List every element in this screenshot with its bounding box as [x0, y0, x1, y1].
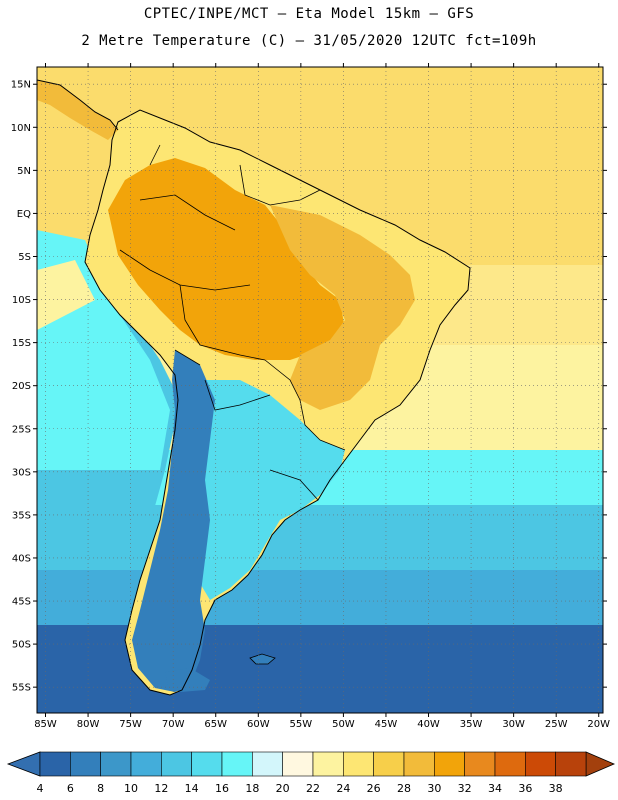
colorbar-swatch	[252, 751, 283, 777]
map-field	[37, 67, 603, 713]
colorbar-swatch	[161, 751, 192, 777]
colorbar-label: 38	[549, 782, 563, 795]
lon-label: 60W	[247, 719, 270, 730]
colorbar-label: 30	[427, 782, 441, 795]
lat-label: 20S	[12, 381, 31, 392]
ocean-pacific-subtropical	[37, 260, 95, 330]
lon-label: 40W	[417, 719, 440, 730]
colorbar-low-arrow	[6, 751, 41, 777]
longitude-axis: 85W 80W 75W 70W 65W 60W 55W 50W 45W 40W 35W 30W 25W 2…	[34, 63, 610, 730]
colorbar-swatch	[494, 751, 526, 777]
colorbar-label: 32	[458, 782, 472, 795]
lat-label: 35S	[12, 510, 31, 521]
lon-label: 20W	[587, 719, 610, 730]
colorbar-label: 12	[154, 782, 168, 795]
colorbar-swatch	[39, 751, 71, 777]
colorbar-label: 24	[336, 782, 350, 795]
colorbar-swatch	[555, 751, 587, 777]
land-east-mild	[405, 240, 470, 370]
land-brazil-warm	[270, 205, 415, 410]
lon-label: 35W	[460, 719, 483, 730]
latitude-axis: 15N 10N 5N EQ 5S 10S 15S 20S 25S 30S 35S 40S 45S 50S 5…	[11, 80, 607, 694]
lon-label: 65W	[204, 719, 227, 730]
country-borders	[119, 144, 346, 501]
land-central-america	[37, 80, 118, 140]
colorbar-high-arrow	[585, 751, 616, 777]
colorbar-swatch	[130, 751, 162, 777]
colorbar-swatch	[282, 751, 314, 777]
lon-label: 80W	[77, 719, 100, 730]
coastline	[84, 109, 471, 696]
lat-label: 10S	[12, 295, 31, 306]
lat-label: 30S	[12, 467, 31, 478]
land-amazon-hot	[108, 158, 345, 360]
colorbar: 4 6 8 10 12 14 16 18 20 22 24 26 28 30 32 34 36 38	[6, 751, 616, 795]
colorbar-label: 34	[488, 782, 502, 795]
lat-label: 45S	[12, 597, 31, 608]
lat-label: 40S	[12, 553, 31, 564]
colorbar-swatch	[191, 751, 223, 777]
colorbar-label: 10	[124, 782, 138, 795]
ocean-band-cold	[37, 570, 603, 625]
lon-label: 25W	[545, 719, 568, 730]
map-title: CPTEC/INPE/MCT – Eta Model 15km – GFS	[143, 6, 475, 22]
colorbar-label: 26	[367, 782, 381, 795]
lon-label: 70W	[162, 719, 185, 730]
lon-label: 50W	[332, 719, 355, 730]
colorbar-label: 8	[97, 782, 104, 795]
falkland-islands	[249, 653, 276, 665]
colorbar-swatch	[434, 751, 465, 777]
lon-label: 75W	[119, 719, 142, 730]
colorbar-swatch	[373, 751, 405, 777]
colorbar-swatch	[70, 751, 101, 777]
colorbar-swatch	[221, 751, 253, 777]
lat-label: 50S	[12, 640, 31, 651]
colorbar-swatch	[403, 751, 435, 777]
colorbar-swatch	[464, 751, 496, 777]
colorbar-label: 28	[397, 782, 411, 795]
lat-label: EQ	[17, 209, 31, 220]
colorbar-label: 36	[518, 782, 532, 795]
lat-label: 10N	[11, 123, 31, 134]
lon-label: 55W	[290, 719, 313, 730]
land-andes-cold	[132, 350, 215, 692]
colorbar-label: 14	[185, 782, 199, 795]
ocean-band-polar	[37, 625, 603, 713]
colorbar-swatch	[525, 751, 556, 777]
lon-label: 45W	[375, 719, 398, 730]
map-frame	[36, 66, 604, 714]
lat-label: 5N	[17, 166, 31, 177]
lon-label: 85W	[34, 719, 57, 730]
colorbar-swatch	[312, 751, 344, 777]
map-subtitle: 2 Metre Temperature (C) – 31/05/2020 12U…	[81, 33, 537, 49]
colorbar-label: 16	[215, 782, 229, 795]
colorbar-label: 22	[306, 782, 320, 795]
colorbar-label: 18	[245, 782, 259, 795]
lat-label: 15S	[12, 338, 31, 349]
colorbar-swatch	[100, 751, 132, 777]
lat-label: 15N	[11, 80, 31, 91]
colorbar-swatch	[343, 751, 374, 777]
lat-label: 5S	[18, 252, 31, 263]
colorbar-label: 4	[37, 782, 44, 795]
land-south-cool	[195, 380, 345, 600]
lat-label: 55S	[12, 683, 31, 694]
lon-label: 30W	[502, 719, 525, 730]
colorbar-label: 6	[67, 782, 74, 795]
coastline-central-america	[37, 79, 119, 131]
lat-label: 25S	[12, 424, 31, 435]
colorbar-label: 20	[276, 782, 290, 795]
